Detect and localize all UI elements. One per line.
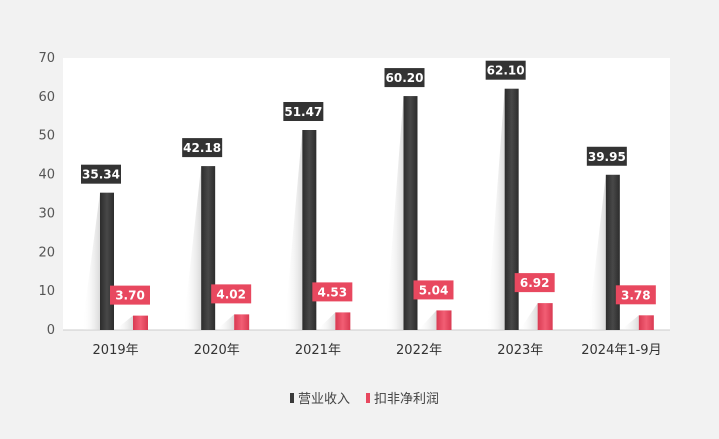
bar-shadow-profit-1 (216, 314, 235, 330)
y-tick-label-3: 30 (38, 206, 55, 221)
plot-area (63, 58, 670, 330)
data-label-box-profit-3 (413, 280, 454, 300)
bar-shadow-revenue-3 (385, 96, 404, 330)
legend-label-revenue: 营业收入 (298, 392, 350, 407)
y-tick-label-7: 70 (38, 51, 55, 66)
bar-shadow-profit-0 (115, 315, 133, 330)
x-tick-label-2: 2021年 (295, 343, 341, 358)
bar-revenue-0 (100, 192, 114, 330)
y-tick-label-6: 60 (38, 90, 55, 105)
data-label-revenue-3: 60.20 (386, 71, 424, 85)
bar-revenue-3 (403, 96, 418, 330)
data-label-box-profit-1 (211, 284, 252, 304)
bar-profit-5 (638, 315, 654, 330)
bar-shadow-profit-3 (418, 310, 437, 330)
bar-revenue-2 (302, 130, 317, 330)
data-label-box-revenue-2 (283, 102, 324, 122)
bar-revenue-1 (201, 166, 216, 330)
data-label-profit-3: 5.04 (419, 283, 449, 297)
data-label-revenue-4: 62.10 (487, 64, 525, 78)
x-tick-label-5: 2024年1-9月 (581, 343, 661, 358)
data-label-box-revenue-1 (182, 138, 223, 158)
bar-shadow-profit-2 (317, 312, 336, 330)
data-label-box-profit-5 (615, 285, 656, 305)
legend: 营业收入 扣非净利润 (290, 392, 439, 407)
bar-profit-3 (436, 310, 452, 330)
bar-shadow-profit-5 (620, 315, 639, 330)
bar-shadow-revenue-1 (183, 166, 202, 330)
data-label-revenue-2: 51.47 (284, 105, 322, 119)
data-label-profit-4: 6.92 (520, 276, 550, 290)
x-tick-label-3: 2022年 (396, 343, 442, 358)
data-label-box-revenue-0 (81, 164, 121, 184)
bar-profit-0 (133, 315, 148, 330)
legend-swatch-profit (366, 393, 370, 403)
bar-revenue-4 (504, 88, 519, 330)
y-tick-label-1: 10 (38, 284, 55, 299)
y-tick-label-4: 40 (38, 168, 55, 183)
data-label-profit-1: 4.02 (216, 287, 246, 301)
x-tick-label-1: 2020年 (194, 343, 240, 358)
data-label-box-profit-4 (514, 273, 555, 293)
bar-shadow-revenue-4 (486, 88, 505, 330)
data-label-box-profit-0 (110, 285, 150, 305)
data-label-revenue-5: 39.95 (588, 150, 626, 164)
y-tick-label-2: 20 (38, 245, 55, 260)
data-label-profit-0: 3.70 (115, 289, 145, 303)
legend-label-profit: 扣非净利润 (374, 392, 439, 407)
bar-profit-2 (335, 312, 351, 330)
data-label-revenue-1: 42.18 (183, 141, 221, 155)
data-label-profit-2: 4.53 (318, 285, 348, 299)
data-label-box-revenue-3 (384, 68, 425, 88)
x-tick-label-4: 2023年 (497, 343, 543, 358)
bar-shadow-revenue-0 (82, 192, 100, 330)
bar-profit-1 (234, 314, 250, 330)
y-tick-label-0: 0 (47, 323, 55, 338)
data-label-revenue-0: 35.34 (82, 168, 120, 182)
y-tick-label-5: 50 (38, 129, 55, 144)
bar-revenue-5 (605, 174, 620, 330)
bar-shadow-revenue-2 (284, 130, 303, 330)
bar-shadow-profit-4 (519, 303, 538, 330)
x-tick-label-0: 2019年 (93, 343, 139, 358)
data-label-box-profit-2 (312, 282, 353, 302)
data-label-box-revenue-5 (586, 146, 627, 166)
bar-profit-4 (537, 303, 553, 330)
data-label-box-revenue-4 (485, 60, 526, 80)
bar-shadow-revenue-5 (587, 174, 606, 330)
data-label-profit-5: 3.78 (621, 288, 651, 302)
legend-swatch-revenue (290, 393, 294, 403)
